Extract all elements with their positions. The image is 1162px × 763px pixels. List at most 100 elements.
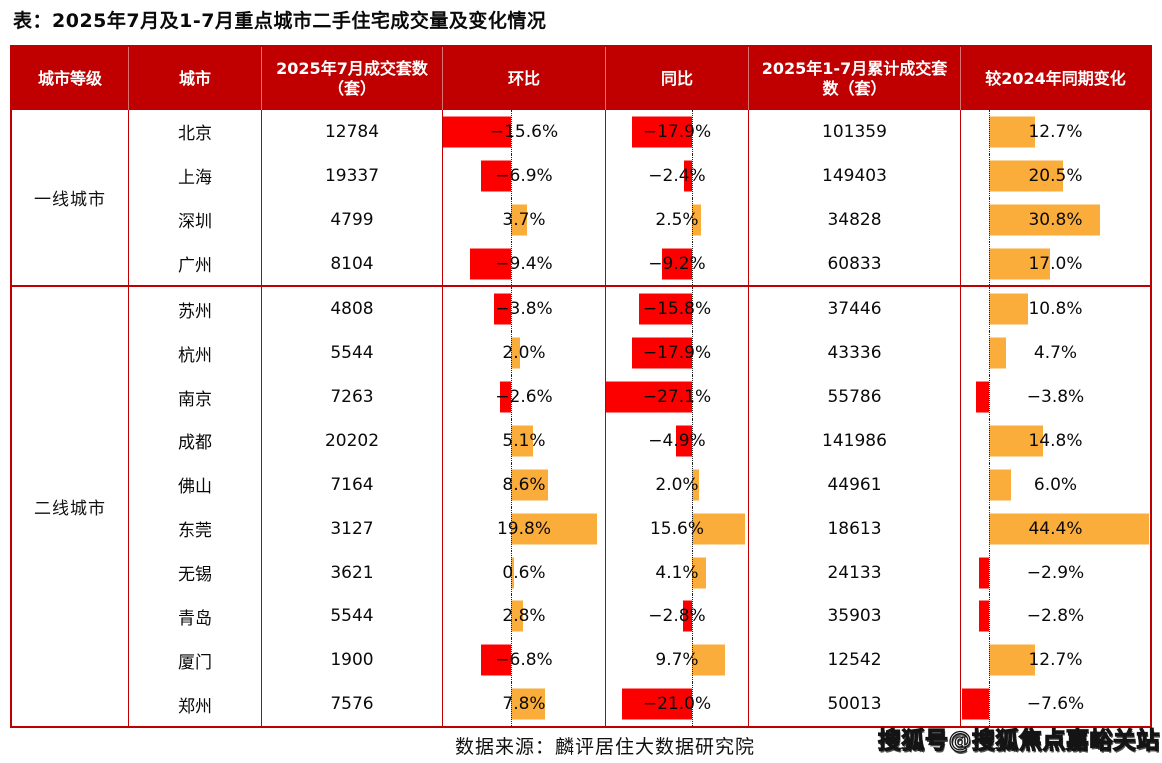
- mom-bar: [470, 248, 511, 279]
- cumulative-sales-value: 34828: [749, 197, 961, 242]
- table-row: 南京 7263 −2.6% −27.1% 55786 −3.8%: [129, 375, 1150, 419]
- yoy-bar: [692, 557, 707, 588]
- july-sales-value: 19337: [262, 153, 443, 198]
- chg-plot: [961, 375, 1150, 419]
- city-name: 青岛: [129, 594, 262, 639]
- mom-bar-cell: −6.9%: [443, 153, 606, 198]
- mom-value-label: −6.9%: [495, 165, 553, 186]
- city-name: 杭州: [129, 331, 262, 376]
- tier-label: 二线城市: [12, 287, 129, 726]
- mom-zero-line: [510, 682, 512, 727]
- chg-value-label: −2.9%: [1026, 562, 1085, 583]
- yoy-zero-line: [692, 287, 694, 332]
- chg-bar-cell: 4.7%: [961, 331, 1150, 376]
- mom-value-label: 19.8%: [496, 518, 551, 539]
- column-header-3: 环比: [443, 47, 606, 110]
- july-sales-value: 3127: [262, 506, 443, 551]
- chg-zero-line: [989, 287, 991, 332]
- july-sales-value: 3621: [262, 550, 443, 595]
- yoy-plot: [606, 594, 748, 639]
- yoy-plot: [606, 287, 748, 332]
- column-header-2: 2025年7月成交套数（套）: [262, 47, 443, 110]
- yoy-bar-cell: −2.4%: [606, 153, 749, 198]
- tier-group-0: 一线城市 北京 12784 −15.6% −17.9% 101359 12.7% 上海 1933…: [12, 110, 1150, 286]
- mom-plot: [443, 594, 605, 639]
- yoy-plot: [606, 110, 748, 154]
- chg-bar-cell: 20.5%: [961, 153, 1150, 198]
- mom-plot: [443, 375, 605, 419]
- yoy-plot: [606, 153, 748, 198]
- table-row: 郑州 7576 7.8% −21.0% 50013 −7.6%: [129, 682, 1150, 727]
- july-sales-value: 4799: [262, 197, 443, 242]
- chg-bar: [989, 469, 1011, 501]
- mom-zero-line: [510, 506, 512, 551]
- yoy-zero-line: [692, 153, 694, 198]
- yoy-value-label: −15.8%: [642, 299, 712, 320]
- chg-zero-line: [989, 331, 991, 376]
- yoy-value-label: 9.7%: [655, 650, 699, 671]
- mom-zero-line: [510, 241, 512, 286]
- chg-value-label: 4.7%: [1033, 343, 1078, 364]
- mom-value-label: −2.6%: [495, 387, 553, 408]
- yoy-plot: [606, 197, 748, 242]
- chg-bar: [989, 644, 1035, 676]
- mom-plot: [443, 241, 605, 286]
- chg-bar: [989, 513, 1149, 545]
- mom-value-label: 2.0%: [502, 343, 546, 364]
- cumulative-sales-value: 50013: [749, 682, 961, 727]
- mom-bar: [510, 557, 514, 588]
- mom-zero-line: [510, 153, 512, 198]
- july-sales-value: 7576: [262, 682, 443, 727]
- chg-bar: [989, 425, 1043, 457]
- july-sales-value: 20202: [262, 419, 443, 463]
- column-header-0: 城市等级: [12, 47, 129, 110]
- mom-value-label: 2.8%: [502, 606, 546, 627]
- chg-value-label: 12.7%: [1028, 121, 1083, 142]
- chg-bar: [979, 600, 990, 632]
- chg-zero-line: [989, 110, 991, 154]
- chg-bar: [978, 557, 990, 588]
- chg-bar: [989, 248, 1051, 279]
- chg-bar-cell: 6.0%: [961, 462, 1150, 507]
- city-name: 郑州: [129, 682, 262, 727]
- cumulative-sales-value: 44961: [749, 462, 961, 507]
- chg-zero-line: [989, 375, 991, 419]
- chg-bar-cell: 12.7%: [961, 110, 1150, 154]
- mom-zero-line: [510, 375, 512, 419]
- mom-bar-cell: 0.6%: [443, 550, 606, 595]
- mom-bar: [510, 600, 524, 632]
- yoy-bar-cell: −27.1%: [606, 375, 749, 419]
- yoy-bar: [606, 381, 693, 413]
- yoy-zero-line: [692, 375, 694, 419]
- mom-bar: [510, 513, 598, 545]
- city-name: 无锡: [129, 550, 262, 595]
- chg-value-label: 17.0%: [1028, 253, 1083, 274]
- mom-value-label: −15.6%: [489, 121, 559, 142]
- yoy-zero-line: [692, 506, 694, 551]
- chg-plot: [961, 153, 1150, 198]
- mom-bar-cell: 2.0%: [443, 331, 606, 376]
- yoy-bar: [684, 160, 693, 192]
- table-row: 北京 12784 −15.6% −17.9% 101359 12.7%: [129, 110, 1150, 154]
- mom-bar-cell: 8.6%: [443, 462, 606, 507]
- yoy-bar: [676, 425, 693, 457]
- yoy-bar: [692, 469, 700, 501]
- chg-bar: [975, 381, 990, 413]
- mom-plot: [443, 462, 605, 507]
- mom-bar: [510, 688, 545, 720]
- table-row: 佛山 7164 8.6% 2.0% 44961 6.0%: [129, 462, 1150, 507]
- mom-bar-cell: 2.8%: [443, 594, 606, 639]
- city-name: 苏州: [129, 287, 262, 332]
- yoy-bar-cell: 15.6%: [606, 506, 749, 551]
- chg-plot: [961, 331, 1150, 376]
- yoy-value-label: −27.1%: [642, 387, 712, 408]
- mom-zero-line: [510, 550, 512, 595]
- chg-zero-line: [989, 550, 991, 595]
- mom-zero-line: [510, 331, 512, 376]
- mom-zero-line: [510, 419, 512, 463]
- mom-value-label: 3.7%: [502, 209, 546, 230]
- cumulative-sales-value: 24133: [749, 550, 961, 595]
- mom-bar: [443, 116, 511, 148]
- yoy-bar-cell: 2.5%: [606, 197, 749, 242]
- table-row: 成都 20202 5.1% −4.9% 141986 14.8%: [129, 419, 1150, 463]
